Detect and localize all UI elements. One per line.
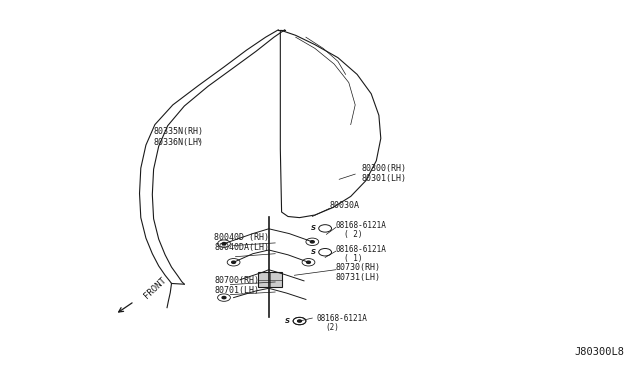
Text: 08168-6121A: 08168-6121A <box>336 221 387 230</box>
Circle shape <box>307 261 310 263</box>
Text: S: S <box>310 225 316 231</box>
Text: 08168-6121A: 08168-6121A <box>317 314 367 323</box>
Text: 80700(RH): 80700(RH) <box>214 276 259 285</box>
Text: 80730(RH): 80730(RH) <box>336 263 381 272</box>
Text: (2): (2) <box>325 323 339 332</box>
Circle shape <box>222 296 226 299</box>
Circle shape <box>222 243 226 245</box>
Text: S: S <box>310 249 316 255</box>
Text: 80336N(LH): 80336N(LH) <box>154 138 204 147</box>
Circle shape <box>310 241 314 243</box>
Text: 80335N(RH): 80335N(RH) <box>154 127 204 136</box>
Text: J80300L8: J80300L8 <box>574 347 624 357</box>
Text: 80030A: 80030A <box>330 201 360 210</box>
Bar <box>258 272 282 287</box>
Text: 80040DA(LH): 80040DA(LH) <box>214 243 269 252</box>
Circle shape <box>298 320 301 322</box>
Text: FRONT: FRONT <box>143 276 168 301</box>
Text: ( 2): ( 2) <box>344 230 363 239</box>
Text: 08168-6121A: 08168-6121A <box>336 245 387 254</box>
Text: 80300(RH): 80300(RH) <box>362 164 406 173</box>
Text: 80701(LH): 80701(LH) <box>214 286 259 295</box>
Text: 80731(LH): 80731(LH) <box>336 273 381 282</box>
Text: ( 1): ( 1) <box>344 254 363 263</box>
Text: 80040D (RH): 80040D (RH) <box>214 233 269 242</box>
Text: S: S <box>285 318 290 324</box>
Text: 80301(LH): 80301(LH) <box>362 174 406 183</box>
Circle shape <box>232 261 236 263</box>
